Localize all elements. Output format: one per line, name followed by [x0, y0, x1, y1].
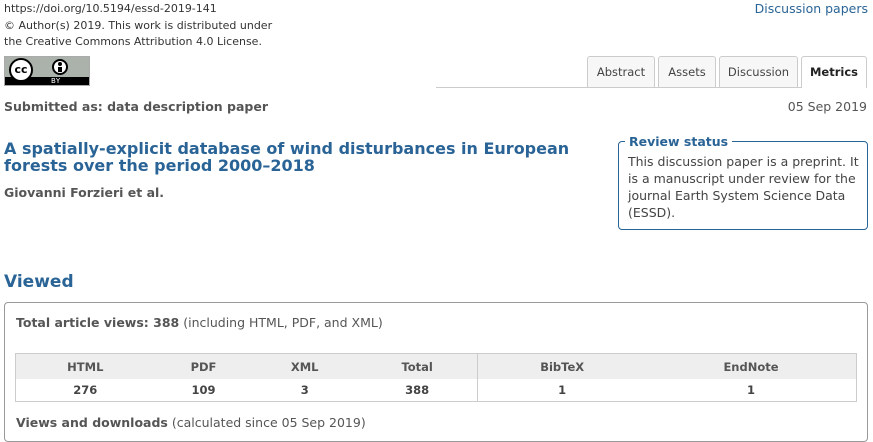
value-total: 388	[405, 383, 430, 397]
views-table-header-row: HTML PDF XML Total BibTeX EndNote	[15, 353, 857, 379]
tabs-baseline	[436, 87, 867, 88]
doi-link[interactable]: https://doi.org/10.5194/essd-2019-141	[4, 2, 217, 15]
value-endnote: 1	[746, 383, 755, 397]
cc-icon: cc	[9, 58, 33, 82]
total-views-label: Total article views: 388	[16, 315, 180, 330]
discussion-papers-link[interactable]: Discussion papers	[754, 1, 868, 16]
total-views-note: (including HTML, PDF, and XML)	[183, 315, 383, 330]
submission-date: 05 Sep 2019	[787, 99, 867, 114]
total-article-views: Total article views: 388 (including HTML…	[16, 315, 383, 330]
tab-abstract[interactable]: Abstract	[587, 56, 655, 87]
value-bibtex: 1	[477, 379, 646, 402]
review-status-heading: Review status	[625, 134, 733, 149]
col-bibtex: BibTeX	[477, 353, 646, 379]
review-status-box: Review status This discussion paper is a…	[618, 134, 868, 230]
col-html: HTML	[15, 353, 155, 379]
downloads-label: Views and downloads	[16, 415, 168, 430]
cc-by-license-badge[interactable]: cc BY	[4, 56, 90, 86]
article-meta: https://doi.org/10.5194/essd-2019-141 © …	[4, 1, 272, 51]
views-panel: Total article views: 388 (including HTML…	[4, 302, 868, 442]
review-status-text: This discussion paper is a preprint. It …	[628, 154, 859, 220]
views-table: HTML PDF XML Total BibTeX EndNote 276 10…	[15, 353, 857, 402]
attribution-person-icon	[52, 59, 68, 75]
value-xml: 3	[300, 383, 309, 397]
col-total: Total	[357, 353, 478, 379]
tab-discussion[interactable]: Discussion	[719, 56, 798, 87]
article-title: A spatially-explicit database of wind di…	[4, 139, 570, 175]
copyright-text: © Author(s) 2019. This work is distribut…	[4, 18, 273, 32]
tab-metrics[interactable]: Metrics	[801, 56, 867, 88]
value-pdf: 109	[191, 383, 216, 397]
views-and-downloads: Views and downloads (calculated since 05…	[16, 415, 366, 430]
col-xml: XML	[252, 353, 357, 379]
viewed-heading: Viewed	[4, 272, 74, 292]
submission-type: Submitted as: data description paper	[4, 99, 269, 114]
by-label: BY	[51, 77, 61, 85]
article-authors: Giovanni Forzieri et al.	[4, 185, 165, 200]
downloads-note: (calculated since 05 Sep 2019)	[171, 415, 366, 430]
col-pdf: PDF	[154, 353, 253, 379]
tab-assets[interactable]: Assets	[658, 56, 716, 87]
views-table-row: 276 109 3 388 1 1	[16, 379, 857, 402]
license-text: the Creative Commons Attribution 4.0 Lic…	[4, 35, 262, 48]
value-html: 276	[73, 383, 98, 397]
col-endnote: EndNote	[646, 353, 857, 379]
